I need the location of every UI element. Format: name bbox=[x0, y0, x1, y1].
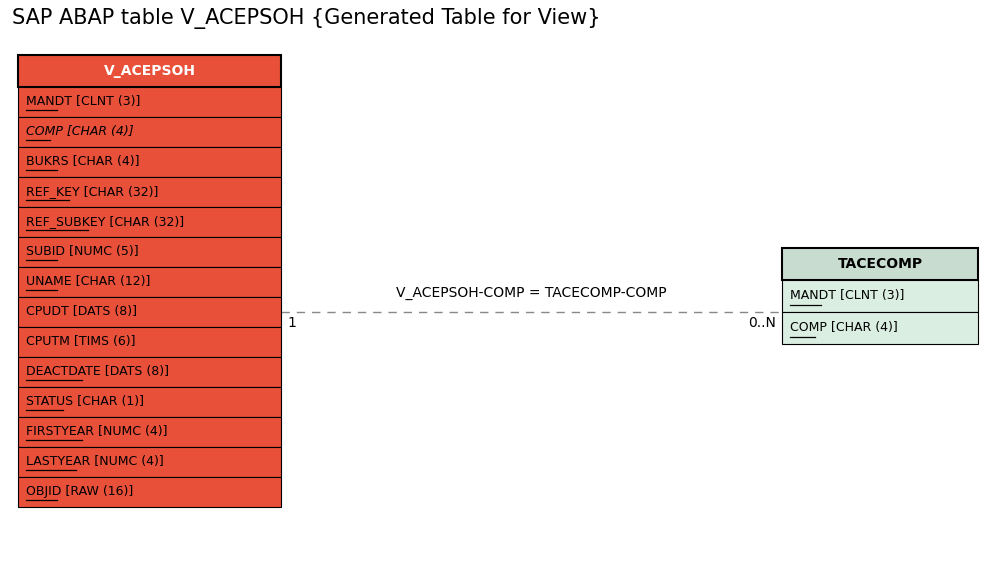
Bar bbox=[782, 280, 978, 312]
Text: REF_KEY [CHAR (32)]: REF_KEY [CHAR (32)] bbox=[26, 185, 158, 198]
Text: SAP ABAP table V_ACEPSOH {Generated Table for View}: SAP ABAP table V_ACEPSOH {Generated Tabl… bbox=[12, 8, 601, 29]
Bar bbox=[18, 477, 281, 507]
Bar bbox=[18, 55, 281, 87]
Text: REF_SUBKEY [CHAR (32)]: REF_SUBKEY [CHAR (32)] bbox=[26, 215, 184, 228]
Text: UNAME [CHAR (12)]: UNAME [CHAR (12)] bbox=[26, 276, 150, 289]
Text: BUKRS [CHAR (4)]: BUKRS [CHAR (4)] bbox=[26, 155, 139, 168]
Bar bbox=[18, 147, 281, 177]
Text: SUBID [NUMC (5)]: SUBID [NUMC (5)] bbox=[26, 246, 139, 259]
Bar bbox=[18, 237, 281, 267]
Text: MANDT [CLNT (3)]: MANDT [CLNT (3)] bbox=[790, 289, 905, 302]
Bar bbox=[18, 87, 281, 117]
Text: CPUTM [TIMS (6)]: CPUTM [TIMS (6)] bbox=[26, 336, 135, 349]
Text: V_ACEPSOH: V_ACEPSOH bbox=[103, 64, 196, 78]
Text: OBJID [RAW (16)]: OBJID [RAW (16)] bbox=[26, 485, 133, 498]
Bar bbox=[18, 417, 281, 447]
Text: DEACTDATE [DATS (8)]: DEACTDATE [DATS (8)] bbox=[26, 366, 169, 379]
Bar bbox=[18, 117, 281, 147]
Bar bbox=[18, 357, 281, 387]
Bar bbox=[782, 312, 978, 344]
Text: MANDT [CLNT (3)]: MANDT [CLNT (3)] bbox=[26, 95, 140, 108]
Text: LASTYEAR [NUMC (4)]: LASTYEAR [NUMC (4)] bbox=[26, 455, 164, 468]
Bar bbox=[18, 177, 281, 207]
Text: FIRSTYEAR [NUMC (4)]: FIRSTYEAR [NUMC (4)] bbox=[26, 425, 168, 438]
Text: STATUS [CHAR (1)]: STATUS [CHAR (1)] bbox=[26, 396, 144, 408]
Bar bbox=[782, 248, 978, 280]
Bar bbox=[18, 387, 281, 417]
Text: TACECOMP: TACECOMP bbox=[837, 257, 922, 271]
Bar bbox=[18, 447, 281, 477]
Bar bbox=[18, 297, 281, 327]
Text: COMP [CHAR (4)]: COMP [CHAR (4)] bbox=[790, 321, 898, 334]
Bar bbox=[18, 327, 281, 357]
Text: COMP [CHAR (4)]: COMP [CHAR (4)] bbox=[26, 125, 134, 138]
Text: 0..N: 0..N bbox=[748, 316, 776, 330]
Bar bbox=[18, 207, 281, 237]
Text: CPUDT [DATS (8)]: CPUDT [DATS (8)] bbox=[26, 306, 137, 319]
Text: 1: 1 bbox=[287, 316, 296, 330]
Bar bbox=[18, 267, 281, 297]
Text: V_ACEPSOH-COMP = TACECOMP-COMP: V_ACEPSOH-COMP = TACECOMP-COMP bbox=[396, 286, 667, 300]
